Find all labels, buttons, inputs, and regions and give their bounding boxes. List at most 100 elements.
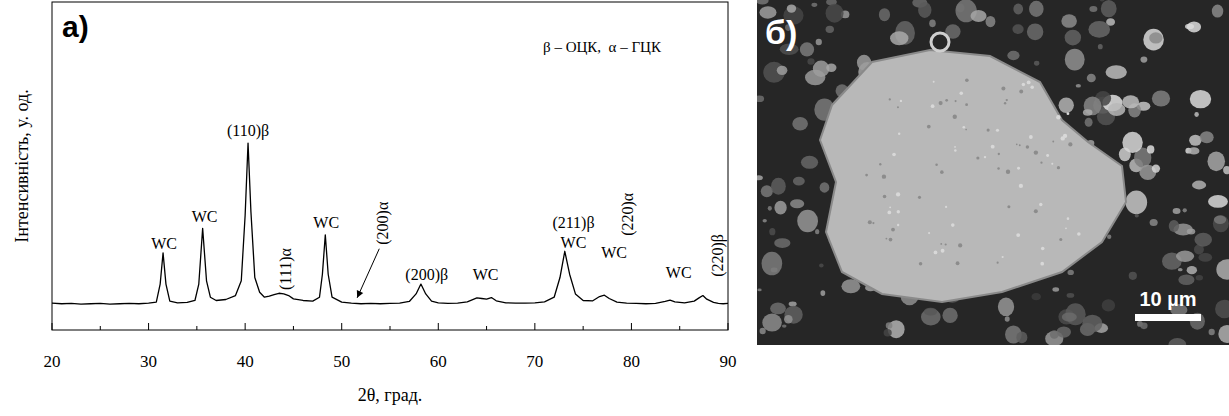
sem-texture <box>1017 167 1020 170</box>
sem-texture <box>1051 163 1053 165</box>
sem-texture <box>955 100 957 102</box>
sem-texture <box>954 149 956 151</box>
sem-texture <box>941 249 945 253</box>
sem-grain <box>790 199 804 208</box>
sem-texture <box>892 153 896 157</box>
sem-grain <box>763 219 767 222</box>
sem-texture <box>928 232 930 234</box>
sem-grain <box>807 58 814 65</box>
sem-texture <box>897 106 899 108</box>
sem-texture <box>954 146 956 148</box>
x-tick-label: 50 <box>333 352 350 371</box>
sem-grain <box>768 206 772 211</box>
sem-grain <box>1194 112 1199 117</box>
sem-grain <box>784 315 793 323</box>
sem-texture <box>1027 80 1031 84</box>
sem-texture <box>959 92 963 96</box>
sem-grain <box>971 10 987 22</box>
sem-texture <box>931 104 935 108</box>
sem-grain <box>811 3 817 7</box>
plot-frame <box>52 2 728 330</box>
sem-texture <box>984 156 986 158</box>
x-minor-tick <box>390 326 391 330</box>
sem-texture <box>1067 112 1070 115</box>
sem-texture <box>1019 90 1023 94</box>
sem-grain <box>998 298 1014 316</box>
arrow-head <box>357 290 363 298</box>
x-tick <box>148 323 149 330</box>
sem-grain <box>1088 21 1110 38</box>
sem-grain <box>1102 299 1115 311</box>
x-tick-label: 40 <box>237 352 254 371</box>
sem-texture <box>1004 102 1006 104</box>
sem-grain <box>1005 316 1010 322</box>
sem-grain <box>1196 275 1203 280</box>
sem-grain <box>1087 74 1096 83</box>
sem-grain <box>1214 216 1226 224</box>
sem-texture <box>889 238 893 242</box>
sem-grain <box>942 308 957 323</box>
peak-label: (200)β <box>405 266 448 284</box>
sem-grain <box>1083 109 1093 115</box>
sem-grain <box>879 8 890 21</box>
sem-texture <box>887 211 891 215</box>
sem-grain <box>787 4 796 12</box>
sem-texture <box>987 129 990 132</box>
sem-texture <box>953 115 957 119</box>
x-tick-label: 70 <box>526 352 543 371</box>
sem-grain <box>757 175 763 180</box>
sem-texture <box>940 170 944 174</box>
sem-texture <box>934 251 938 255</box>
sem-grain <box>1169 220 1179 232</box>
sem-grain <box>792 117 808 131</box>
sem-grain <box>826 26 834 33</box>
sem-grain <box>1188 147 1199 154</box>
sem-grain <box>1190 90 1211 108</box>
sem-texture <box>897 210 900 213</box>
sem-texture <box>1019 144 1021 146</box>
sem-grain <box>1183 208 1187 212</box>
sem-texture <box>882 175 886 179</box>
x-tick-label: 30 <box>140 352 157 371</box>
sem-texture <box>991 145 995 149</box>
sem-grain <box>760 328 766 335</box>
sem-texture <box>997 262 999 264</box>
sem-texture <box>1006 170 1010 174</box>
sem-grain <box>826 4 844 23</box>
sem-grain <box>1007 51 1019 61</box>
sem-grain <box>782 324 787 327</box>
sem-texture <box>900 100 902 102</box>
sem-texture <box>1052 141 1054 143</box>
sem-grain <box>1031 293 1041 300</box>
sem-texture <box>898 133 900 135</box>
sem-grain <box>1084 96 1102 115</box>
figure: 20304050607080902θ, град.Інтенсивність, … <box>0 0 1229 416</box>
x-tick <box>341 323 342 330</box>
sem-grain <box>1029 1 1044 17</box>
sem-texture <box>1030 85 1034 89</box>
peak-label: (211)β <box>552 214 594 232</box>
sem-grain <box>774 238 790 248</box>
sem-grain <box>1012 24 1023 34</box>
sem-grain <box>1108 103 1125 116</box>
sem-texture <box>1022 83 1025 86</box>
y-axis-title: Інтенсивність, у. од. <box>12 89 32 242</box>
peak-label: WC <box>313 214 339 231</box>
sem-grain <box>1215 300 1229 319</box>
sem-texture <box>865 174 868 177</box>
sem-texture <box>872 222 874 224</box>
sem-texture <box>1002 256 1004 258</box>
sem-grain <box>886 322 893 328</box>
panel-label: а) <box>62 10 89 43</box>
x-minor-tick <box>679 326 680 330</box>
sem-grain <box>784 306 802 324</box>
x-minor-tick <box>100 326 101 330</box>
plot-area <box>52 143 728 304</box>
x-minor-tick <box>293 326 294 330</box>
sem-grain <box>1178 268 1183 271</box>
sem-grain <box>793 177 805 186</box>
x-tick-label: 90 <box>720 352 737 371</box>
sem-texture <box>1059 238 1062 241</box>
sem-grain <box>757 289 761 292</box>
sem-grain <box>1107 234 1111 239</box>
